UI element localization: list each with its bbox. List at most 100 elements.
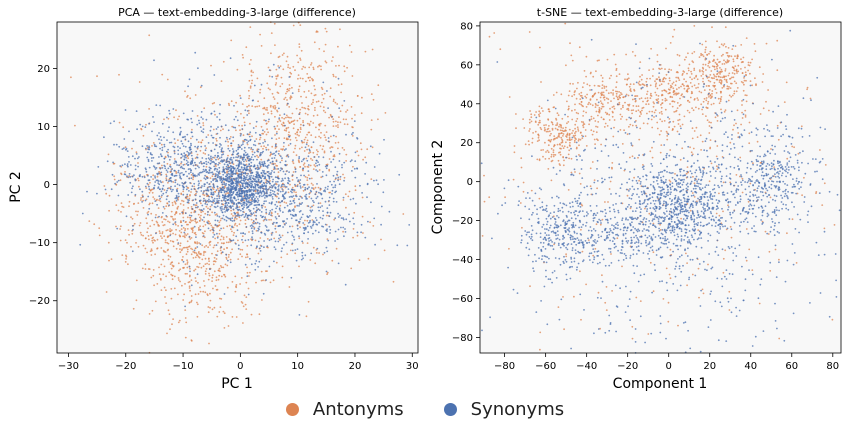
tsne-point-antonyms xyxy=(673,90,676,92)
pca-point-synonyms xyxy=(337,216,340,218)
pca-point-synonyms xyxy=(237,177,239,180)
pca-point-synonyms xyxy=(245,167,248,169)
pca-point-antonyms xyxy=(270,52,272,55)
pca-point-antonyms xyxy=(320,131,322,134)
pca-point-synonyms xyxy=(271,196,274,198)
pca-point-antonyms xyxy=(289,122,291,124)
pca-point-synonyms xyxy=(337,228,340,231)
pca-point-synonyms xyxy=(315,197,318,200)
pca-point-synonyms xyxy=(268,181,270,183)
pca-point-antonyms xyxy=(343,176,346,179)
pca-point-synonyms xyxy=(259,142,261,145)
pca-point-antonyms xyxy=(202,124,205,127)
tsne-point-antonyms xyxy=(637,109,640,112)
tsne-point-antonyms xyxy=(577,130,580,132)
pca-point-antonyms xyxy=(288,131,290,134)
pca-point-synonyms xyxy=(245,185,247,188)
pca-point-antonyms xyxy=(156,238,159,241)
pca-point-antonyms xyxy=(96,75,98,78)
pca-point-synonyms xyxy=(252,196,255,199)
tsne-point-antonyms xyxy=(515,127,517,130)
pca-point-antonyms xyxy=(360,148,363,151)
pca-point-synonyms xyxy=(245,226,248,228)
pca-point-synonyms xyxy=(226,188,229,190)
pca-point-synonyms xyxy=(223,199,225,202)
pca-point-synonyms xyxy=(190,117,193,120)
pca-point-antonyms xyxy=(160,263,163,266)
pca-point-synonyms xyxy=(161,212,164,214)
pca-point-synonyms xyxy=(166,150,168,153)
pca-point-synonyms xyxy=(235,171,237,173)
pca-point-antonyms xyxy=(132,307,135,310)
pca-point-antonyms xyxy=(270,218,272,221)
pca-point-antonyms xyxy=(181,248,184,251)
pca-point-synonyms xyxy=(265,211,268,214)
pca-point-antonyms xyxy=(150,248,153,251)
tsne-point-antonyms xyxy=(648,69,650,71)
pca-point-synonyms xyxy=(319,216,322,219)
tsne-point-antonyms xyxy=(679,125,682,127)
pca-point-synonyms xyxy=(269,161,272,164)
tsne-point-antonyms xyxy=(567,107,570,110)
pca-point-synonyms xyxy=(270,202,273,205)
tsne-point-antonyms xyxy=(600,107,603,110)
pca-point-synonyms xyxy=(194,175,197,178)
pca-point-synonyms xyxy=(249,139,252,142)
pca-point-synonyms xyxy=(228,194,231,197)
pca-point-synonyms xyxy=(248,165,250,168)
pca-point-antonyms xyxy=(309,151,312,154)
pca-point-antonyms xyxy=(235,285,237,288)
pca-point-antonyms xyxy=(288,84,291,86)
pca-point-synonyms xyxy=(206,213,209,216)
pca-point-antonyms xyxy=(213,244,216,247)
pca-point-synonyms xyxy=(253,228,256,230)
tsne-point-antonyms xyxy=(552,149,555,152)
pca-point-antonyms xyxy=(193,251,196,254)
pca-point-antonyms xyxy=(142,207,145,209)
tsne-point-antonyms xyxy=(725,75,727,78)
tsne-point-antonyms xyxy=(724,69,727,72)
pca-point-synonyms xyxy=(383,138,385,141)
pca-point-synonyms xyxy=(280,200,283,203)
pca-point-synonyms xyxy=(334,184,337,187)
pca-point-synonyms xyxy=(237,144,240,146)
pca-point-synonyms xyxy=(168,204,171,207)
pca-point-antonyms xyxy=(246,105,249,108)
pca-point-synonyms xyxy=(141,145,144,148)
pca-axes-frame xyxy=(56,21,419,354)
tsne-point-antonyms xyxy=(627,107,630,110)
pca-point-antonyms xyxy=(300,123,302,126)
pca-point-antonyms xyxy=(343,70,346,73)
pca-point-antonyms xyxy=(209,292,211,295)
pca-point-antonyms xyxy=(370,128,373,131)
pca-point-antonyms xyxy=(88,220,91,223)
pca-point-synonyms xyxy=(250,188,253,191)
pca-point-synonyms xyxy=(236,214,238,217)
pca-point-synonyms xyxy=(273,190,276,193)
pca-point-antonyms xyxy=(257,252,260,255)
tsne-point-antonyms xyxy=(559,132,561,135)
pca-point-antonyms xyxy=(249,271,251,274)
tsne-point-antonyms xyxy=(606,58,609,61)
pca-point-synonyms xyxy=(245,181,248,184)
pca-point-synonyms xyxy=(244,263,247,266)
pca-point-synonyms xyxy=(254,131,257,134)
pca-point-synonyms xyxy=(222,166,225,169)
tsne-point-antonyms xyxy=(720,68,723,71)
tsne-point-antonyms xyxy=(556,122,559,124)
pca-point-antonyms xyxy=(282,185,284,188)
pca-point-synonyms xyxy=(213,110,216,113)
pca-point-synonyms xyxy=(181,172,183,174)
pca-point-antonyms xyxy=(222,266,225,269)
tsne-point-antonyms xyxy=(639,61,642,63)
pca-point-synonyms xyxy=(203,197,205,200)
pca-point-synonyms xyxy=(332,186,335,189)
tsne-point-antonyms xyxy=(597,114,599,117)
pca-point-antonyms xyxy=(281,83,284,85)
pca-point-antonyms xyxy=(190,206,193,208)
pca-point-antonyms xyxy=(245,296,248,298)
pca-point-antonyms xyxy=(272,105,275,108)
pca-point-synonyms xyxy=(328,225,331,228)
pca-point-synonyms xyxy=(252,175,255,177)
pca-point-synonyms xyxy=(276,205,279,208)
